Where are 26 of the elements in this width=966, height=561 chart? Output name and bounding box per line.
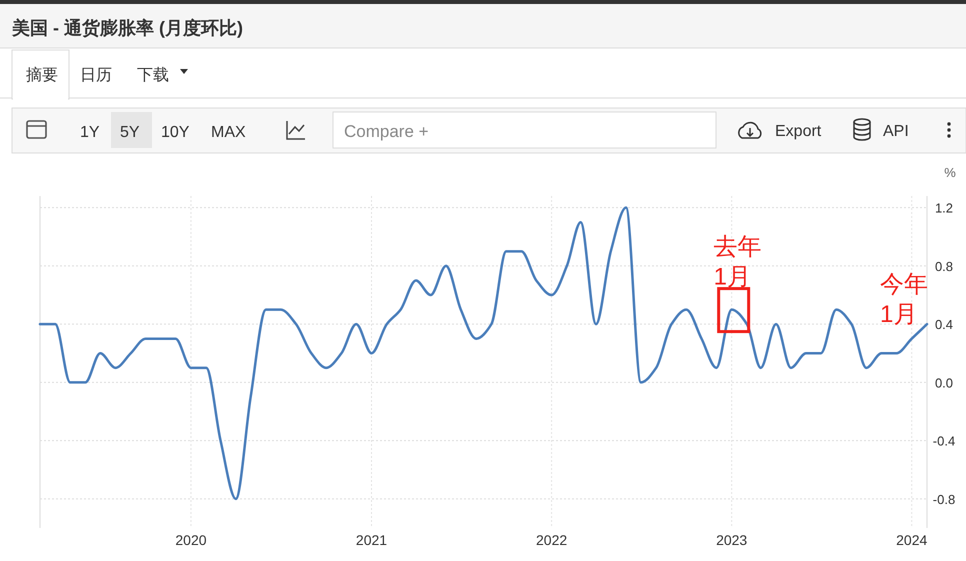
- text: 摘要: [26, 66, 58, 84]
- y-tick-label: 0.0: [934, 375, 954, 390]
- y-tick-label: 1.2: [934, 200, 954, 216]
- y-tick-label: -0.8: [932, 492, 956, 507]
- x-tick-label: 2023: [716, 532, 748, 548]
- line-series: [38, 206, 928, 500]
- text: MAX: [211, 124, 246, 141]
- text: 10Y: [161, 124, 190, 141]
- y-tick-label: 0.4: [934, 317, 954, 332]
- x-tick-label: 2021: [356, 532, 388, 548]
- x-tick-label: 2022: [536, 532, 568, 548]
- text: 5Y: [120, 124, 140, 141]
- text: 1Y: [80, 124, 100, 141]
- text: Export: [775, 123, 822, 140]
- text: API: [883, 123, 909, 140]
- annotation: 今年 1月: [880, 271, 928, 328]
- chart-title: 美国 - 通货膨胀率 (月度环比): [11, 18, 243, 38]
- text: Compare +: [344, 122, 429, 141]
- x-tick-label: 2024: [896, 532, 928, 548]
- y-axis-title: %: [944, 165, 956, 180]
- y-tick-label: 0.8: [934, 258, 954, 274]
- text: 下载: [137, 66, 169, 84]
- annotation: 去年 1月: [714, 234, 762, 291]
- y-tick-label: -0.4: [932, 434, 956, 449]
- x-tick-label: 2020: [175, 532, 207, 548]
- text: 日历: [80, 67, 112, 84]
